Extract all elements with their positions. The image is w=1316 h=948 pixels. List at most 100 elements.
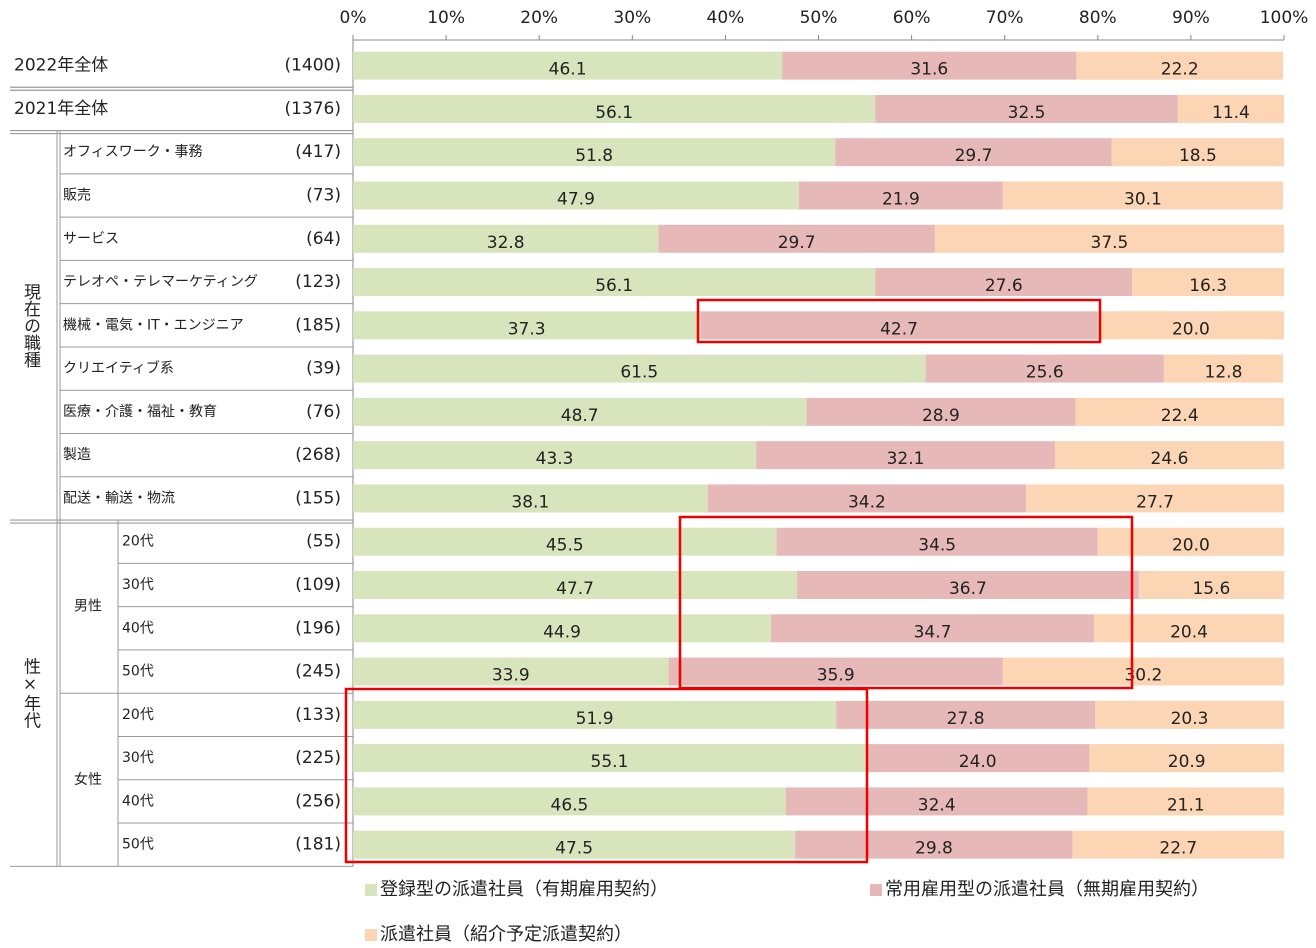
subgroup-label: 男性 xyxy=(74,599,102,615)
bar-segment xyxy=(353,700,837,729)
value-label: 56.1 xyxy=(595,276,633,296)
sample-size: (109) xyxy=(295,575,341,595)
value-label: 56.1 xyxy=(595,103,633,123)
bar-segment xyxy=(658,224,935,253)
sample-size: (39) xyxy=(306,359,341,379)
value-label: 29.8 xyxy=(915,839,953,859)
bar-segment xyxy=(353,441,757,470)
bar-segment xyxy=(795,830,1073,859)
x-tick-label: 80% xyxy=(1079,8,1117,28)
x-tick-label: 40% xyxy=(707,8,745,28)
bar-segment xyxy=(1097,311,1284,340)
bar-segment xyxy=(353,484,708,513)
bar-segment xyxy=(1132,268,1284,297)
group-label: 性×年代 xyxy=(20,658,41,729)
sample-size: (225) xyxy=(295,748,341,768)
bar-segment xyxy=(806,397,1076,426)
legend-swatch xyxy=(365,884,377,896)
bar-segment xyxy=(1054,441,1284,470)
value-label: 38.1 xyxy=(511,492,549,512)
sample-size: (256) xyxy=(295,791,341,811)
bar-segment xyxy=(353,311,701,340)
bar-segment xyxy=(835,138,1112,167)
sample-size: (245) xyxy=(295,662,341,682)
subgroup-label: 女性 xyxy=(74,771,102,788)
x-tick-label: 100% xyxy=(1260,8,1309,28)
bar-segment xyxy=(1097,527,1284,556)
bar-segment xyxy=(353,571,798,599)
value-label: 21.1 xyxy=(1167,795,1205,815)
value-label: 47.5 xyxy=(555,839,593,859)
bar-segment xyxy=(875,94,1178,123)
legend-label: 派遣社員（紹介予定派遣契約） xyxy=(380,924,632,945)
value-label: 20.0 xyxy=(1172,319,1210,339)
value-label: 24.0 xyxy=(959,752,997,772)
bar-segment xyxy=(797,571,1139,599)
sample-size: (268) xyxy=(295,445,341,465)
value-label: 51.9 xyxy=(576,709,614,729)
row-label: 40代 xyxy=(122,620,154,636)
value-label: 33.9 xyxy=(492,666,530,686)
row-label: 50代 xyxy=(122,664,154,680)
sample-size: (55) xyxy=(306,532,341,552)
value-label: 22.4 xyxy=(1161,406,1199,426)
sample-size: (73) xyxy=(306,185,341,205)
bar-segment xyxy=(1163,354,1284,383)
sample-size: (123) xyxy=(295,272,341,292)
bar-segment xyxy=(353,138,836,167)
bar-segment xyxy=(353,397,807,426)
value-label: 18.5 xyxy=(1179,146,1217,166)
bar-segment xyxy=(785,787,1088,816)
bar-segment xyxy=(798,181,1003,210)
highlight-box xyxy=(344,687,869,864)
bar-segment xyxy=(353,268,876,297)
bar-segment xyxy=(1076,51,1284,80)
sample-size: (76) xyxy=(306,402,341,422)
bar-segment xyxy=(1089,744,1284,773)
bar-segment xyxy=(353,354,926,383)
sample-size: (1400) xyxy=(284,56,341,76)
row-label: サービス xyxy=(63,231,119,247)
legend-label: 登録型の派遣社員（有期雇用契約） xyxy=(380,879,668,900)
value-label: 51.8 xyxy=(575,146,613,166)
value-label: 44.9 xyxy=(543,622,581,642)
sample-size: (417) xyxy=(295,142,341,162)
bar-segment xyxy=(925,354,1164,383)
row-label: クリエイティブ系 xyxy=(63,360,174,377)
value-label: 21.9 xyxy=(882,189,920,209)
value-label: 32.8 xyxy=(487,233,525,253)
bar-segment xyxy=(353,527,777,556)
row-label: 機械・電気・IT・エンジニア xyxy=(63,317,244,333)
value-label: 47.9 xyxy=(557,189,595,209)
value-label: 32.4 xyxy=(918,795,956,815)
bar-segment xyxy=(353,94,876,123)
value-label: 24.6 xyxy=(1151,449,1189,469)
bar-segment xyxy=(756,441,1055,470)
row-label: 2021年全体 xyxy=(14,99,108,119)
value-label: 42.7 xyxy=(880,319,918,339)
x-tick-label: 50% xyxy=(800,8,838,28)
value-label: 30.2 xyxy=(1124,666,1162,686)
bar-segment xyxy=(782,51,1077,80)
bar-segment xyxy=(353,51,783,80)
value-label: 47.7 xyxy=(556,579,594,599)
sample-size: (64) xyxy=(306,229,341,249)
value-label: 27.6 xyxy=(985,276,1023,296)
bar-segment xyxy=(353,224,659,253)
row-label: 販売 xyxy=(63,187,91,203)
bar-segment xyxy=(668,657,1003,686)
bar-segment xyxy=(707,484,1027,513)
sample-size: (1376) xyxy=(284,99,341,119)
row-label: 50代 xyxy=(122,837,154,853)
row-label: 30代 xyxy=(122,750,154,766)
value-label: 32.5 xyxy=(1008,103,1046,123)
row-label: 2022年全体 xyxy=(14,56,108,76)
value-label: 27.8 xyxy=(947,709,985,729)
highlight-box xyxy=(696,298,1102,344)
x-tick-label: 30% xyxy=(613,8,651,28)
bar-segment xyxy=(1095,700,1284,729)
bar-segment xyxy=(700,311,1098,340)
value-label: 29.7 xyxy=(955,146,993,166)
value-label: 34.7 xyxy=(914,622,952,642)
